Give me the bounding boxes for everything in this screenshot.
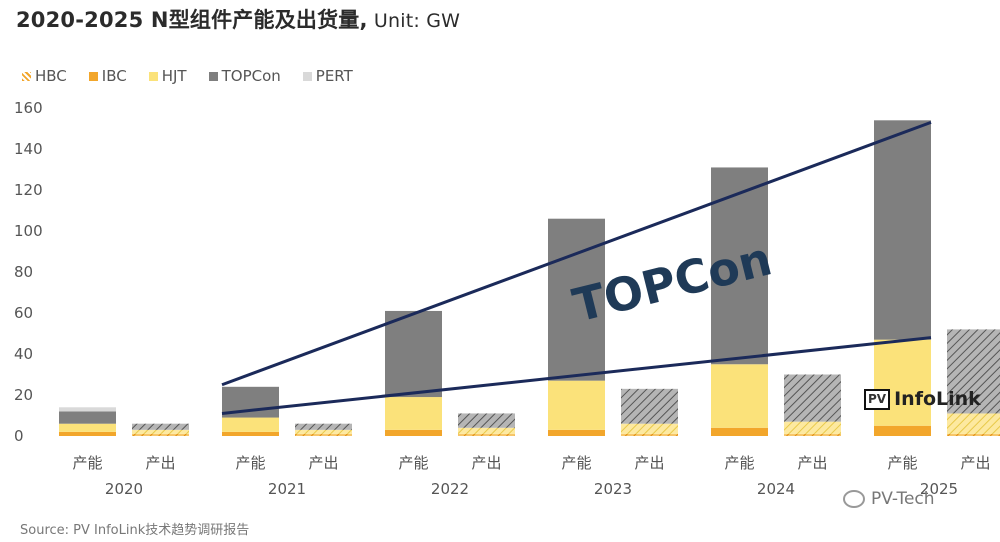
bar-segment-hjt	[548, 380, 605, 430]
y-tick-label: 120	[14, 181, 43, 199]
x-bar-label: 产能	[235, 454, 265, 472]
source-note: Source: PV InfoLink技术趋势调研报告	[20, 523, 250, 538]
bar-segment-topcon	[784, 374, 841, 422]
bar-segment-topcon	[295, 423, 352, 430]
bars	[59, 120, 1000, 436]
legend-label-ibc: IBC	[101, 67, 127, 85]
x-year-label: 2025	[920, 480, 958, 498]
bar-segment-hjt	[947, 413, 1000, 434]
trend-lines	[221, 120, 932, 415]
legend-swatch-hbc	[22, 71, 31, 81]
bar-segment-pert	[59, 407, 116, 412]
legend-item-hjt: HJT	[148, 66, 187, 86]
bar-segment-ibc	[222, 431, 279, 436]
bar-segment-topcon	[874, 120, 931, 340]
x-bar-label: 产出	[308, 454, 338, 472]
bar-segment-topcon	[621, 388, 678, 424]
x-year-label: 2020	[105, 480, 143, 498]
x-year-label: 2024	[757, 480, 795, 498]
x-bar-label: 产能	[398, 454, 428, 472]
x-bar-label: 产出	[145, 454, 175, 472]
legend-swatch-topcon	[208, 71, 218, 81]
bar-segment-topcon	[458, 413, 515, 428]
y-tick-label: 20	[14, 386, 33, 404]
legend-item-hbc: HBC	[22, 66, 67, 86]
bar-segment-ibc	[132, 433, 189, 436]
bar-segment-topcon	[947, 329, 1000, 414]
infolink-logo-box: PV	[864, 388, 891, 410]
bar-segment-hjt	[385, 397, 442, 430]
legend: HBC IBC HJT TOPCon PERT	[22, 66, 375, 86]
legend-label-topcon: TOPCon	[221, 67, 281, 85]
legend-swatch-ibc	[88, 71, 98, 81]
wechat-icon	[843, 490, 865, 508]
bar-segment-ibc	[458, 433, 515, 436]
title-unit: Unit: GW	[367, 10, 461, 32]
bar-segment-ibc	[548, 429, 605, 436]
bar-segment-hjt	[458, 427, 515, 434]
y-axis: 0 20 40 60 80 100 120 140 160	[14, 99, 43, 445]
x-year-label: 2021	[268, 480, 306, 498]
bar-segment-ibc	[874, 425, 931, 436]
bar-segment-hjt	[711, 364, 768, 428]
bar-segment-ibc	[621, 433, 678, 436]
x-bar-label: 产出	[797, 454, 827, 472]
bar-segment-ibc	[385, 429, 442, 436]
x-year-label: 2022	[431, 480, 469, 498]
bar-segment-topcon	[59, 411, 116, 424]
x-bar-label: 产能	[887, 454, 917, 472]
legend-label-hjt: HJT	[161, 67, 187, 85]
pvtech-watermark: PV-Tech	[843, 489, 935, 509]
infolink-logo: PV InfoLink	[864, 388, 981, 410]
x-year-label: 2023	[594, 480, 632, 498]
y-tick-label: 80	[14, 263, 33, 281]
trend-line	[221, 336, 932, 415]
x-bar-label: 产能	[561, 454, 591, 472]
bar-segment-ibc	[947, 433, 1000, 436]
bar-segment-topcon	[385, 310, 442, 398]
legend-item-topcon: TOPCon	[208, 66, 281, 86]
page-title: 2020-2025 N型组件产能及出货量, Unit: GW	[16, 4, 460, 34]
x-bar-label: 产出	[471, 454, 501, 472]
legend-item-ibc: IBC	[88, 66, 127, 86]
bar-segment-hjt	[132, 429, 189, 434]
bar-segment-ibc	[784, 433, 841, 436]
y-tick-label: 40	[14, 345, 33, 363]
y-tick-label: 160	[14, 99, 43, 117]
y-tick-label: 0	[14, 427, 24, 445]
y-tick-label: 140	[14, 140, 43, 158]
bar-segment-hjt	[222, 417, 279, 432]
bar-segment-hjt	[874, 339, 931, 426]
x-bar-label: 产能	[724, 454, 754, 472]
x-bar-label: 产出	[960, 454, 990, 472]
pvtech-watermark-text: PV-Tech	[871, 489, 935, 509]
bar-segment-hjt	[59, 423, 116, 432]
bar-segment-ibc	[295, 433, 352, 436]
bar-segment-ibc	[59, 431, 116, 436]
legend-swatch-hjt	[148, 71, 158, 81]
bar-segment-hjt	[621, 423, 678, 434]
x-bar-label: 产出	[634, 454, 664, 472]
legend-swatch-pert	[302, 71, 312, 81]
legend-label-pert: PERT	[315, 67, 353, 85]
x-bar-label: 产能	[72, 454, 102, 472]
bar-segment-topcon	[132, 423, 189, 430]
y-tick-label: 60	[14, 304, 33, 322]
y-tick-label: 100	[14, 222, 43, 240]
trend-line	[221, 120, 932, 387]
legend-label-hbc: HBC	[35, 67, 67, 85]
bar-segment-hjt	[784, 421, 841, 434]
legend-item-pert: PERT	[302, 66, 353, 86]
infolink-logo-name: InfoLink	[894, 388, 981, 410]
title-main: 2020-2025 N型组件产能及出货量,	[16, 8, 368, 32]
bar-segment-ibc	[711, 427, 768, 436]
bar-segment-hjt	[295, 429, 352, 434]
